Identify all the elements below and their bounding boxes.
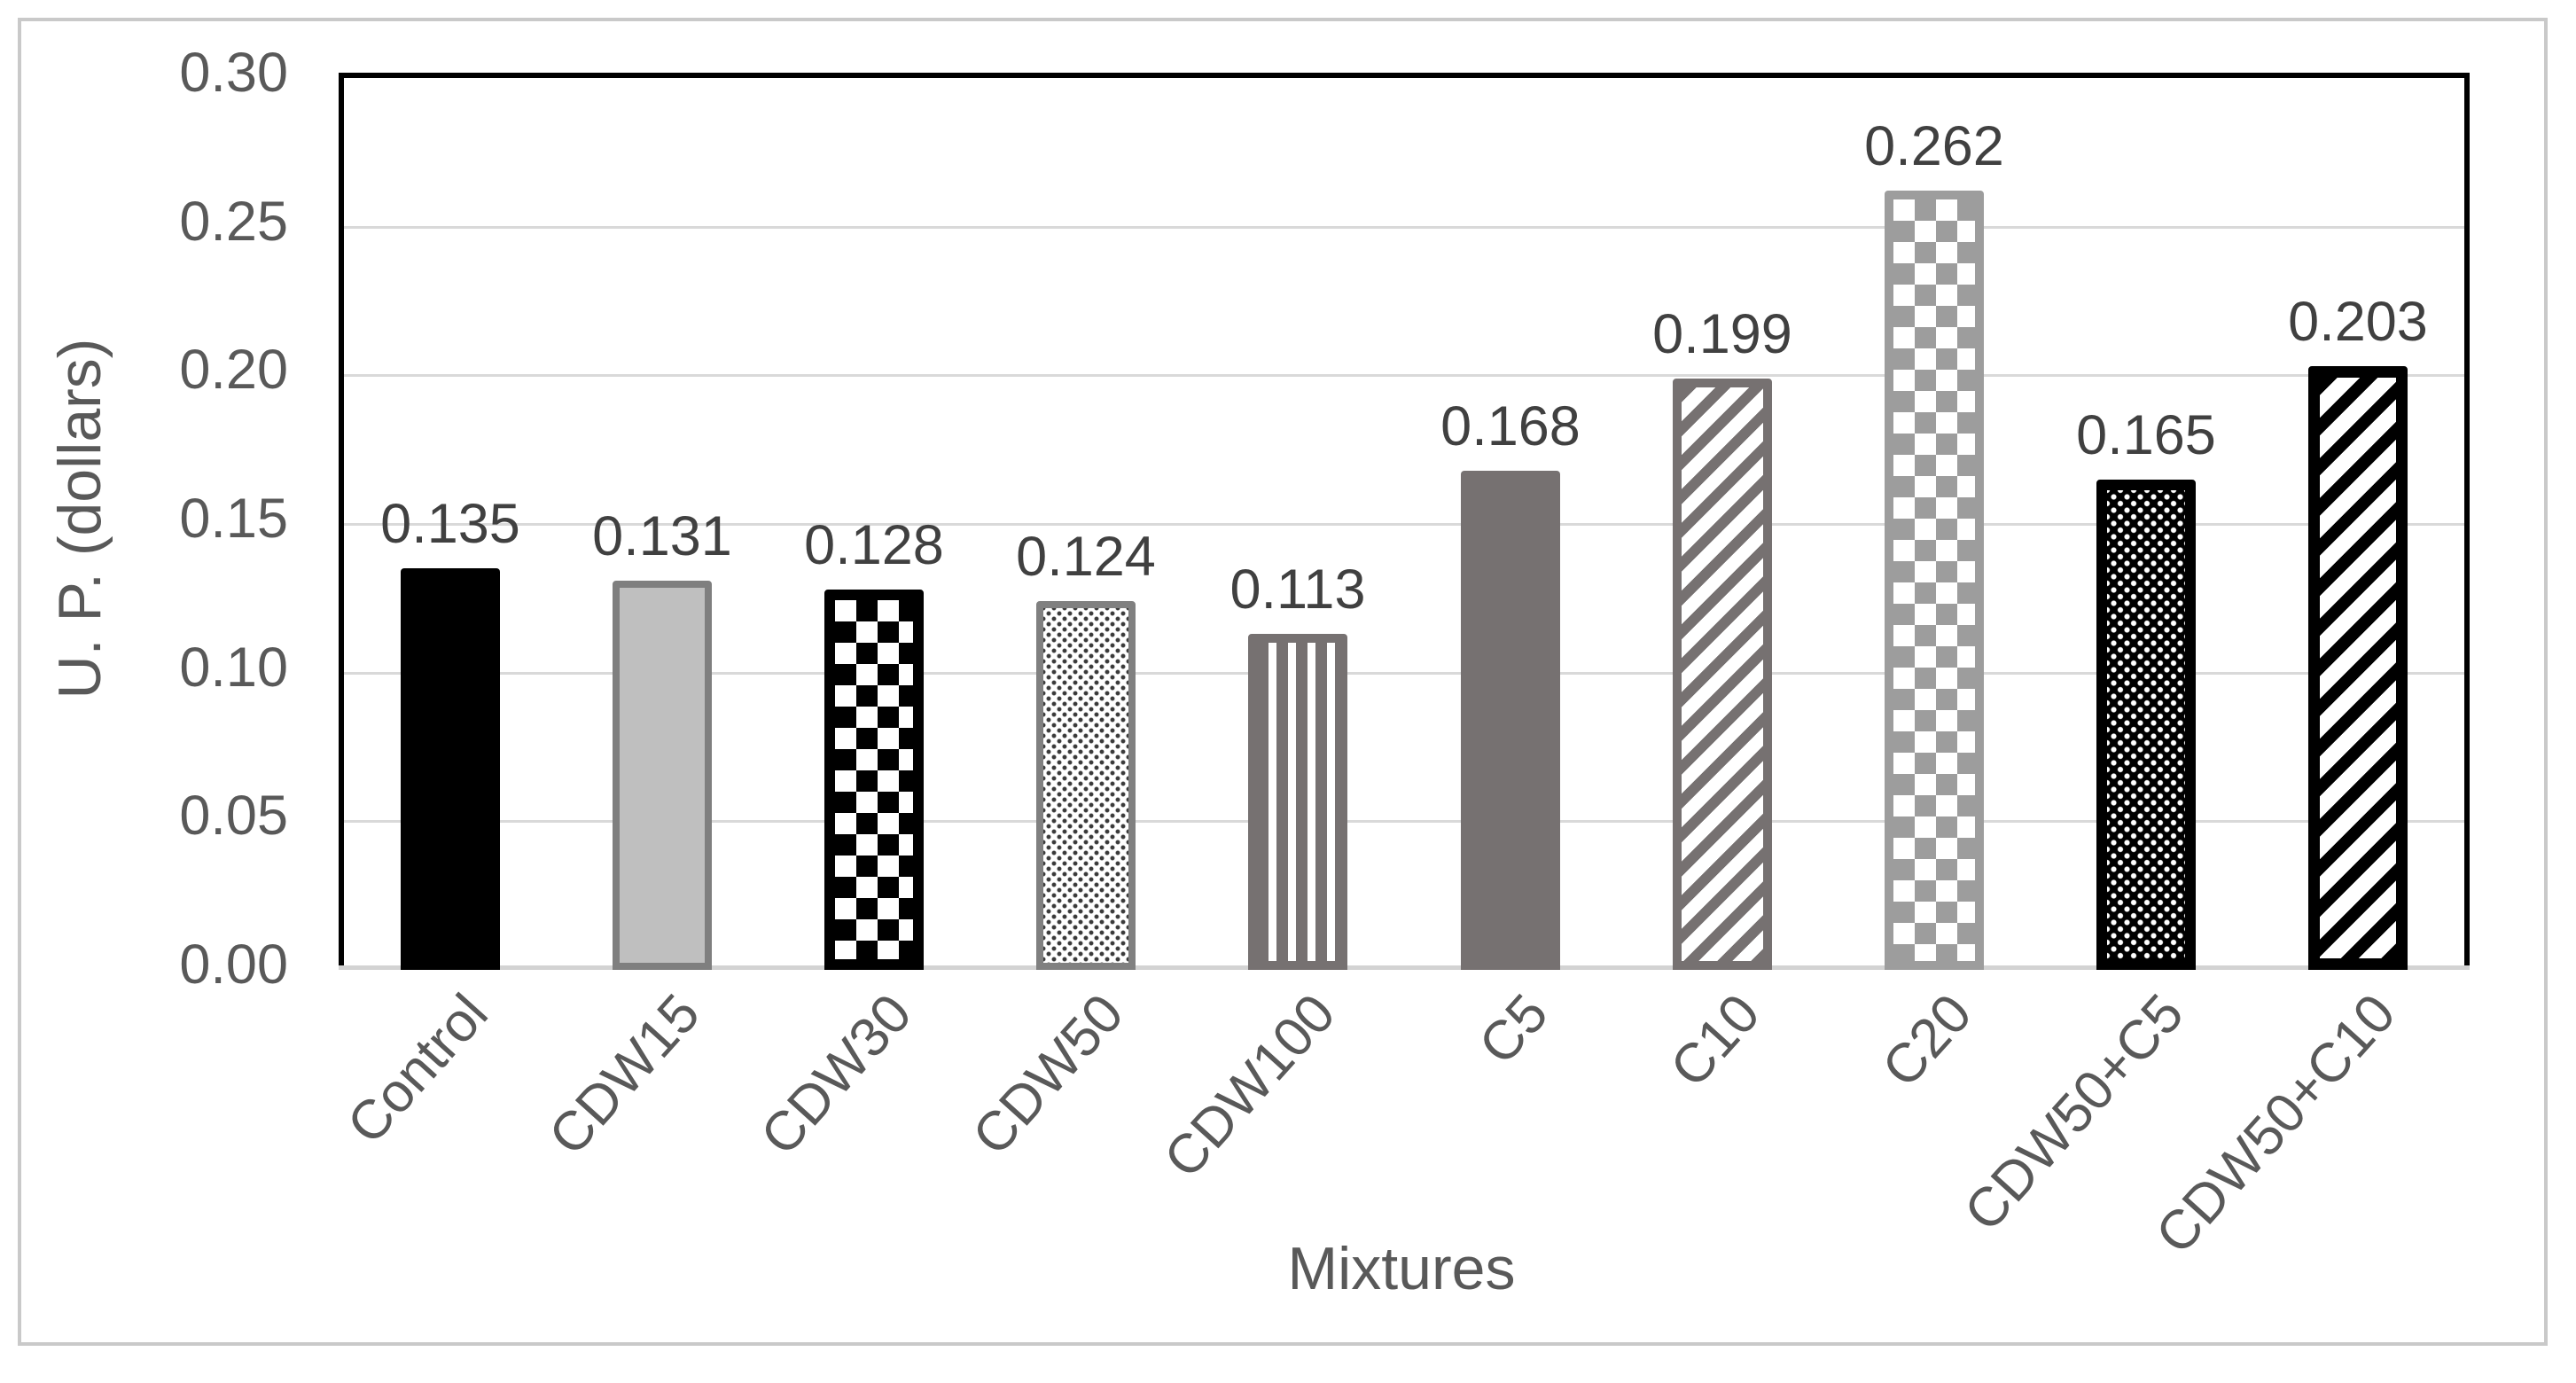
bar-CDW30 xyxy=(824,590,924,970)
gridline-0.10 xyxy=(344,671,2464,675)
bar-CDW50+C10 xyxy=(2308,366,2408,970)
value-label-C5: 0.168 xyxy=(1440,395,1581,457)
value-label-CDW50+C10: 0.203 xyxy=(2288,290,2428,353)
bar-C10 xyxy=(1673,379,1772,970)
bar-C20 xyxy=(1885,191,1984,970)
y-tick-label-0.20: 0.20 xyxy=(179,339,288,402)
y-tick-label-0.30: 0.30 xyxy=(179,42,288,104)
bar-CDW15 xyxy=(613,581,712,970)
value-label-C20: 0.262 xyxy=(1864,114,2004,177)
value-label-CDW15: 0.131 xyxy=(592,504,732,567)
bar-Control xyxy=(401,568,500,970)
bar-CDW50 xyxy=(1036,601,1136,970)
value-label-CDW50+C5: 0.165 xyxy=(2076,403,2216,466)
x-axis-title: Mixtures xyxy=(1136,1234,1667,1303)
bar-C5 xyxy=(1461,471,1560,970)
y-tick-label-0.00: 0.00 xyxy=(179,934,288,996)
y-tick-label-0.10: 0.10 xyxy=(179,636,288,699)
value-label-CDW100: 0.113 xyxy=(1229,558,1366,621)
bar-CDW100 xyxy=(1248,634,1347,970)
y-tick-label-0.25: 0.25 xyxy=(179,190,288,253)
value-label-CDW50: 0.124 xyxy=(1016,525,1156,588)
value-label-CDW30: 0.128 xyxy=(804,513,944,576)
value-label-Control: 0.135 xyxy=(380,492,520,555)
value-label-C10: 0.199 xyxy=(1652,302,1792,365)
gridline-0.20 xyxy=(344,374,2464,378)
gridline-0.15 xyxy=(344,523,2464,526)
x-axis-line xyxy=(339,965,2470,970)
bar-CDW50+C5 xyxy=(2096,480,2196,970)
y-tick-label-0.05: 0.05 xyxy=(179,785,288,848)
y-tick-label-0.15: 0.15 xyxy=(179,488,288,550)
gridline-0.05 xyxy=(344,820,2464,824)
plot-area: 0.135 0.131 0.128 0.124 0.113 0.168 0.199 0.262… xyxy=(339,73,2470,970)
gridline-0.25 xyxy=(344,225,2464,229)
x-axis-title-text: Mixtures xyxy=(1287,1235,1516,1302)
figure-frame xyxy=(18,18,2548,1346)
